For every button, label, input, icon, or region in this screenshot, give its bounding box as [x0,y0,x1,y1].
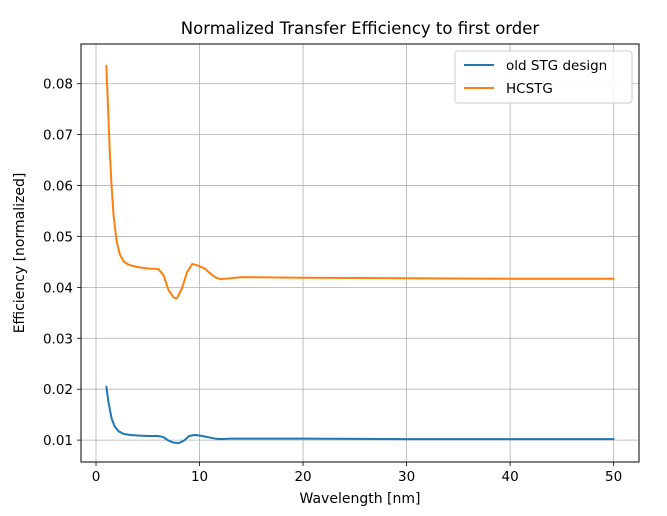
y-tick-label: 0.04 [43,280,73,296]
plot-frame [80,43,640,463]
x-tick-label: 10 [191,469,208,485]
y-tick-label: 0.03 [43,331,73,347]
x-tick-label: 40 [502,469,519,485]
x-tick-label: 30 [398,469,415,485]
y-tick-label: 0.01 [43,433,73,449]
legend: old STG design HCSTG [454,50,633,104]
y-tick-label: 0.07 [43,128,73,144]
legend-label-old-stg-design: old STG design [506,58,607,74]
x-axis-label: Wavelength [nm] [300,491,421,507]
series-line-old-stg-design [105,385,615,445]
y-tick-label: 0.02 [43,382,73,398]
y-axis-label: Efficiency [normalized] [12,173,28,334]
grid [81,44,639,462]
x-tick-label: 50 [605,469,622,485]
axis-ticks: 0 10 20 30 40 50 0.01 0.02 0.03 0.04 0.05 0.06 0.07 0… [43,77,622,485]
x-tick-label: 0 [92,469,101,485]
y-tick-label: 0.08 [43,77,73,93]
legend-box [454,50,633,104]
y-tick-label: 0.06 [43,179,73,195]
chart-title: Normalized Transfer Efficiency to first … [181,19,540,38]
series-line-hcstg [105,64,615,300]
legend-label-hcstg: HCSTG [506,81,553,97]
x-tick-label: 20 [294,469,311,485]
y-tick-label: 0.05 [43,229,73,245]
series-lines [105,64,615,445]
